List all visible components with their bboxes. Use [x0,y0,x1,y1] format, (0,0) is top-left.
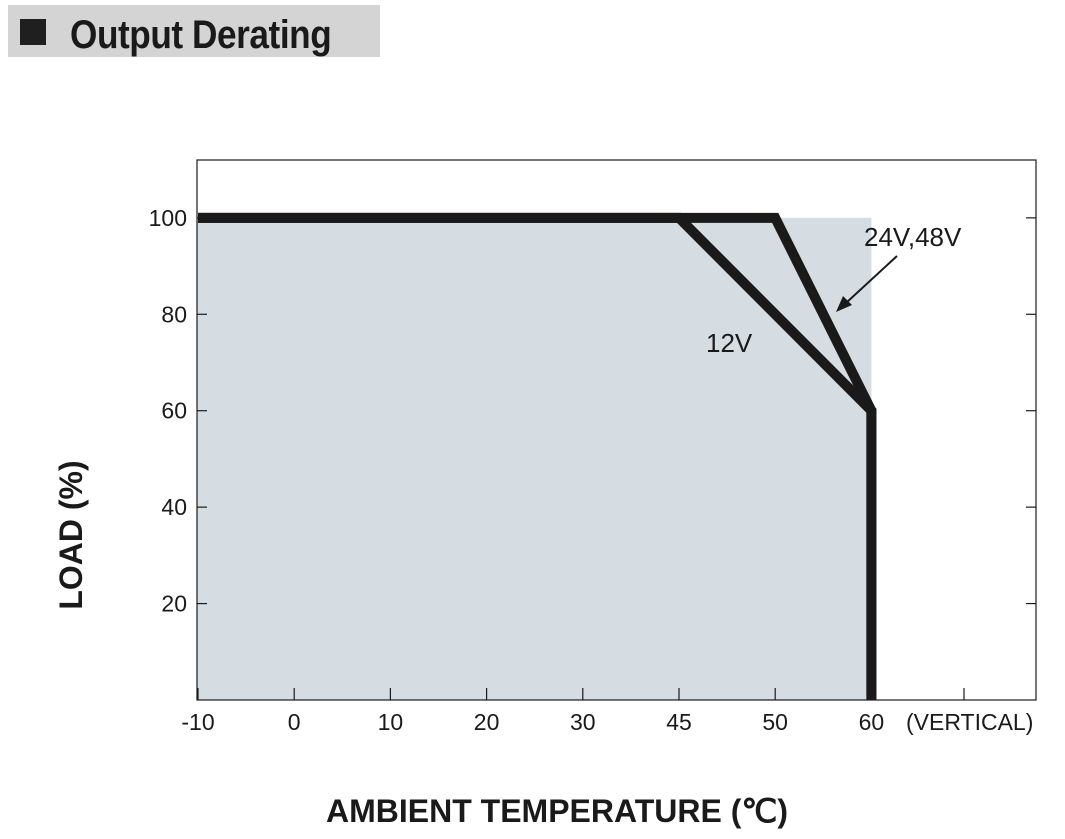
x-tick-label: -10 [181,709,214,735]
x-axis-note: (VERTICAL) [906,709,1033,735]
section-header: Output Derating [8,5,380,57]
x-tick-label: 45 [666,709,692,735]
y-tick-label: 20 [161,591,187,617]
x-axis-title: AMBIENT TEMPERATURE (℃) [326,793,788,829]
y-tick-label: 60 [161,398,187,424]
y-tick-label: 40 [161,494,187,520]
bullet-square-icon [20,19,46,45]
x-tick-label: 20 [474,709,500,735]
x-tick-label: 10 [378,709,404,735]
y-axis-title: LOAD (%) [53,460,89,609]
series-line-24v-48v [198,212,877,700]
series-label-12v: 12V [706,328,753,358]
y-tick-label: 100 [149,205,187,231]
arrow-head-icon [836,296,852,312]
x-tick-label: 30 [570,709,596,735]
series-label-24v-48v: 24V,48V [864,222,962,252]
safe-operating-area [197,217,872,700]
x-tick-label: 0 [288,709,301,735]
x-tick-label: 60 [859,709,885,735]
annotation-arrow [845,255,898,304]
x-tick-label: 50 [762,709,788,735]
plot-frame [196,159,1037,701]
section-title: Output Derating [70,13,332,57]
y-tick-label: 80 [161,301,187,327]
